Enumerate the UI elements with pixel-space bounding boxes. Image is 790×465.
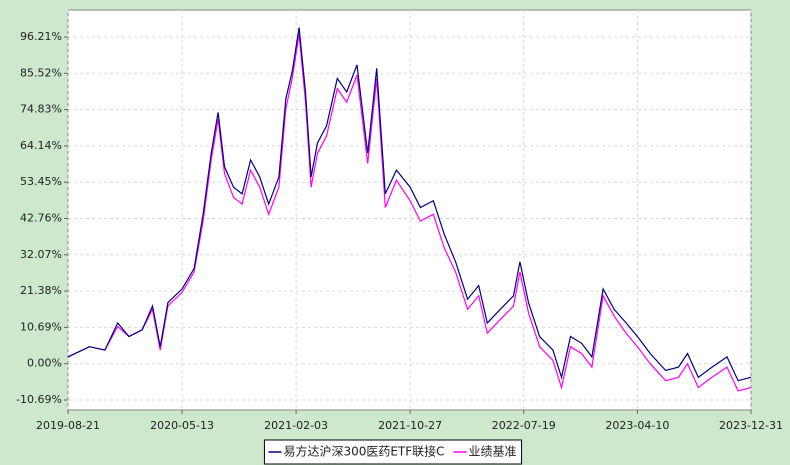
x-tick-label: 2021-02-03	[264, 419, 328, 432]
series-line	[67, 27, 752, 382]
y-tick-label: 10.69%	[20, 320, 62, 333]
x-tick-label: 2022-07-19	[492, 419, 556, 432]
x-tick-label: 2021-10-27	[378, 419, 442, 432]
y-tick-label: 74.83%	[20, 103, 62, 116]
legend: 易方达沪深300医药ETF联接C 业绩基准	[263, 439, 523, 465]
y-tick-label: 21.38%	[20, 284, 62, 297]
x-tick-label: 2019-08-21	[36, 419, 100, 432]
legend-label: 业绩基准	[469, 445, 517, 459]
legend-box	[263, 439, 523, 465]
y-tick-label: 42.76%	[20, 212, 62, 225]
x-tick-label: 2020-05-13	[150, 419, 214, 432]
y-tick-label: 96.21%	[20, 30, 62, 43]
plot-area	[67, 9, 752, 411]
x-tick-label: 2023-12-31	[719, 419, 783, 432]
y-tick-label: 32.07%	[20, 248, 62, 261]
y-tick-label: 85.52%	[20, 66, 62, 79]
y-tick-label: 53.45%	[20, 175, 62, 188]
x-tick-label: 2023-04-10	[605, 419, 669, 432]
y-tick-label: 0.00%	[27, 357, 62, 370]
series-line	[67, 34, 752, 392]
y-tick-label: -10.69%	[16, 393, 62, 406]
y-tick-label: 64.14%	[20, 139, 62, 152]
legend-label: 易方达沪深300医药ETF联接C	[283, 444, 444, 459]
